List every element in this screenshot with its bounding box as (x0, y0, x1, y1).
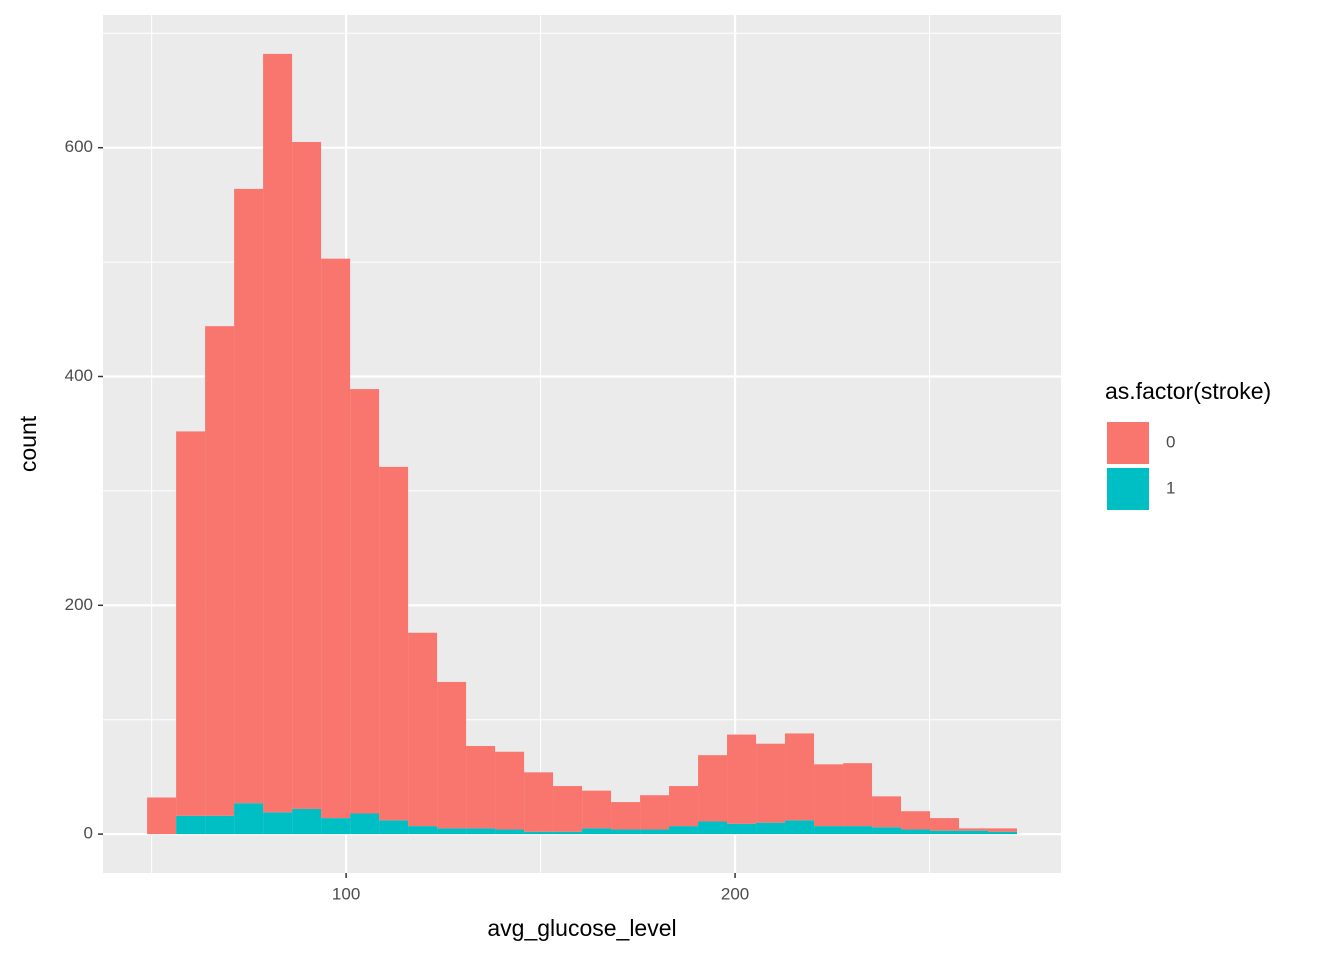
x-tick-label: 100 (332, 884, 360, 903)
y-tick-label: 200 (65, 595, 93, 614)
bar (147, 797, 177, 835)
bar (350, 389, 380, 814)
bar (350, 813, 380, 835)
bar (205, 326, 235, 816)
y-tick-label: 600 (65, 137, 93, 156)
bar (988, 831, 1018, 835)
bar (495, 751, 525, 830)
bar (785, 733, 815, 821)
bar (901, 829, 931, 835)
bar (727, 734, 757, 824)
legend-label: 0 (1166, 432, 1175, 451)
bar (640, 829, 670, 835)
bar (959, 830, 989, 835)
bar (234, 803, 264, 835)
bar (814, 826, 844, 835)
bar (495, 829, 525, 835)
bar (408, 632, 438, 827)
bar (263, 812, 293, 835)
bar (553, 831, 583, 835)
bar (379, 820, 409, 835)
x-tick-label: 200 (721, 884, 749, 903)
y-tick-label: 400 (65, 366, 93, 385)
bar (553, 786, 583, 832)
y-axis-title: count (15, 415, 41, 472)
bar (524, 831, 554, 835)
bar (698, 755, 728, 822)
bar (843, 826, 873, 835)
bar (785, 820, 815, 835)
bar (582, 828, 612, 835)
bar (292, 808, 322, 835)
bar (756, 743, 786, 823)
bar (437, 828, 467, 835)
bar (727, 823, 757, 835)
bar (234, 188, 264, 804)
bar (408, 826, 438, 835)
bar (959, 828, 989, 831)
bar (901, 811, 931, 830)
bar (321, 258, 351, 819)
bar (292, 141, 322, 809)
bar (524, 772, 554, 832)
bar (437, 681, 467, 829)
bar (205, 815, 235, 835)
bar (321, 818, 351, 835)
bar (843, 763, 873, 827)
bar (930, 830, 960, 835)
bar (176, 431, 206, 816)
legend-key (1107, 468, 1149, 510)
bar (611, 802, 641, 830)
y-tick-label: 0 (84, 824, 93, 843)
bar (698, 821, 728, 835)
bar (669, 826, 699, 835)
bar (669, 786, 699, 827)
bar (814, 764, 844, 827)
bar (988, 828, 1018, 832)
bar (756, 822, 786, 835)
legend-label: 1 (1166, 478, 1175, 497)
bar (582, 790, 612, 829)
bar (466, 828, 496, 835)
bar (379, 466, 409, 821)
bar (611, 829, 641, 835)
bar (872, 827, 902, 835)
bar (466, 746, 496, 829)
bar (930, 818, 960, 831)
bar (176, 815, 206, 835)
bar (263, 53, 293, 813)
legend-key (1107, 422, 1149, 464)
legend-title: as.factor(stroke) (1105, 378, 1271, 404)
bar (640, 795, 670, 830)
x-axis-title: avg_glucose_level (487, 915, 676, 941)
bar (872, 796, 902, 828)
